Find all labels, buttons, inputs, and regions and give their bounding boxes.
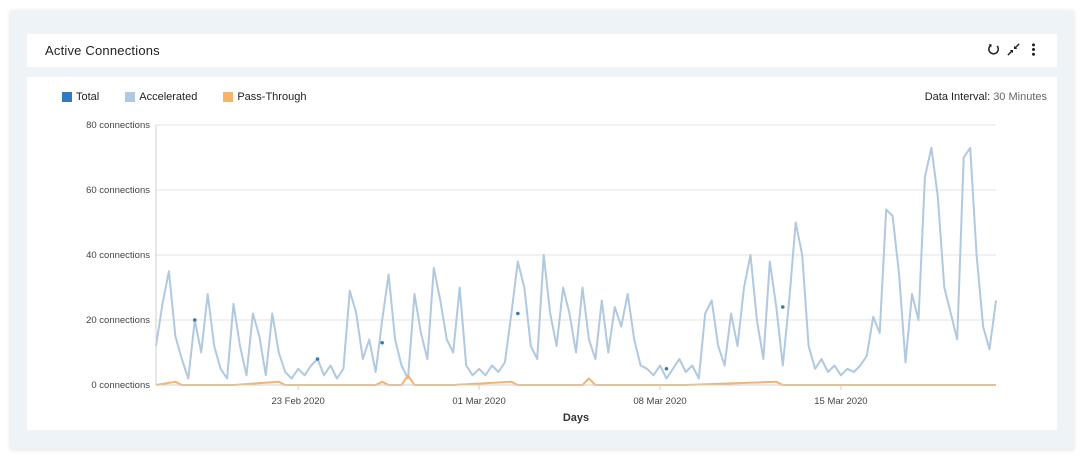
legend-swatch-total (62, 92, 72, 102)
y-axis-ticks: 0 connections 20 connections 40 connection… (86, 120, 150, 391)
data-interval: Data Interval: 30 Minutes (925, 91, 1047, 103)
x-axis-ticks: 23 Feb 2020 01 Mar 2020 08 Mar 2020 15 Mar … (271, 385, 868, 407)
x-tick-label: 23 Feb 2020 (271, 396, 324, 407)
legend-swatch-accelerated (125, 92, 136, 102)
data-interval-label: Data Interval: (924, 91, 991, 103)
series-line-accelerated (155, 146, 997, 380)
series-point-total (380, 340, 384, 345)
y-tick-label: 0 connections (91, 380, 150, 391)
more-vertical-icon[interactable] (1026, 42, 1041, 57)
series-point-total (192, 318, 197, 322)
x-tick-label: 01 Mar 2020 (452, 396, 505, 407)
series-point-total (315, 357, 320, 361)
series-point-total (664, 366, 669, 371)
y-tick-label: 40 connections (86, 250, 150, 261)
connections-chart: 0 connections 20 connections 40 connection… (86, 120, 997, 424)
legend-item-total[interactable]: Total (62, 91, 99, 103)
refresh-icon[interactable] (986, 42, 1001, 57)
x-axis-title: Days (563, 412, 589, 424)
legend-label-pass-through: Pass-Through (237, 91, 307, 103)
chart-grid (156, 124, 996, 321)
legend-item-pass-through[interactable]: Pass-Through (223, 91, 306, 103)
header-actions (986, 42, 1041, 57)
chart-panel: Total Accelerated Pass-Through Data Inte… (27, 77, 1057, 430)
chart-legend: Total Accelerated Pass-Through (62, 91, 306, 103)
y-tick-label: 60 connections (86, 185, 150, 196)
data-interval-value: 30 Minutes (993, 91, 1047, 103)
y-tick-label: 80 connections (86, 120, 150, 131)
legend-swatch-pass-through (223, 92, 234, 102)
widget-header: Active Connections (27, 34, 1057, 67)
legend-label-accelerated: Accelerated (139, 91, 198, 103)
chart-series (155, 146, 997, 386)
legend-item-accelerated[interactable]: Accelerated (125, 91, 197, 103)
widget-title: Active Connections (45, 43, 160, 58)
series-point-total (780, 305, 785, 309)
x-tick-label: 08 Mar 2020 (633, 396, 686, 407)
collapse-icon[interactable] (1006, 42, 1021, 57)
series-point-total (516, 311, 520, 316)
x-tick-label: 15 Mar 2020 (814, 396, 867, 407)
series-line-pass-through (155, 374, 996, 386)
legend-label-total: Total (76, 91, 100, 103)
y-tick-label: 20 connections (86, 315, 150, 326)
